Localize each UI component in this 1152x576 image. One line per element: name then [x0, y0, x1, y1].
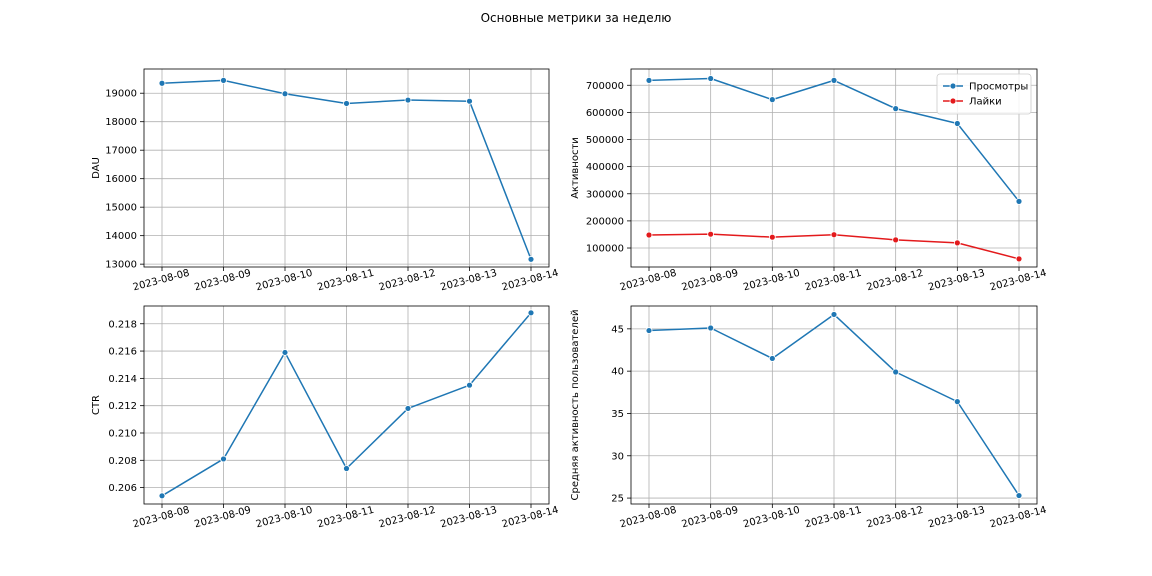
legend-swatch-marker — [949, 97, 957, 105]
data-point — [768, 233, 776, 241]
y-tick-label: 0.216 — [108, 347, 137, 358]
y-tick-label: 600000 — [586, 108, 624, 119]
y-tick-label: 18000 — [105, 117, 137, 128]
legend-box — [936, 73, 1032, 115]
data-point — [768, 355, 776, 362]
y-tick-label: 35 — [611, 409, 624, 420]
y-tick-label: 25 — [611, 494, 624, 505]
y-tick-label: 0.206 — [108, 483, 137, 494]
y-tick-label: 0.218 — [108, 319, 137, 330]
y-tick-label: 16000 — [105, 174, 137, 185]
data-point — [220, 455, 227, 463]
data-point — [830, 76, 838, 84]
y-axis-label: Активности — [570, 137, 581, 199]
legend-label: Просмотры — [969, 82, 1028, 93]
data-point — [404, 405, 412, 412]
data-point — [1015, 197, 1023, 205]
y-tick-label: 13000 — [105, 260, 137, 271]
legend: Просмотры Лайки — [936, 73, 1032, 115]
y-tick-label: 500000 — [586, 135, 624, 146]
y-tick-label: 400000 — [586, 162, 624, 173]
data-point — [645, 231, 653, 239]
y-tick-label: 0.208 — [108, 456, 137, 467]
data-point — [953, 398, 961, 406]
y-tick-label: 45 — [611, 324, 624, 335]
y-axis-label: Средняя активность пользователей — [570, 309, 581, 500]
axes-frame — [630, 305, 1038, 505]
axes-frame — [630, 68, 1038, 268]
y-tick-label: 30 — [611, 451, 624, 462]
y-axis-label: CTR — [91, 395, 102, 415]
data-point — [645, 76, 653, 84]
data-point — [1015, 492, 1023, 499]
data-point — [281, 90, 289, 98]
data-point — [892, 236, 900, 244]
data-point — [220, 76, 227, 84]
data-point — [343, 100, 350, 107]
data-point — [953, 239, 961, 247]
legend-swatch-marker — [949, 82, 957, 90]
data-point — [1015, 255, 1023, 263]
data-point — [527, 255, 535, 263]
data-point — [768, 96, 776, 104]
data-point — [527, 309, 535, 317]
data-point — [707, 230, 715, 238]
figure-suptitle: Основные метрики за неделю — [481, 11, 672, 25]
y-tick-label: 15000 — [105, 203, 137, 214]
y-tick-label: 0.212 — [108, 401, 137, 412]
axes-frame — [143, 68, 550, 268]
data-point — [343, 465, 350, 472]
y-tick-label: 17000 — [105, 146, 137, 157]
y-tick-label: 100000 — [586, 244, 624, 255]
y-tick-label: 0.210 — [108, 428, 137, 439]
data-point — [404, 96, 412, 104]
data-point — [953, 120, 961, 127]
data-point — [466, 97, 473, 105]
y-tick-label: 40 — [611, 367, 624, 378]
data-point — [645, 327, 653, 334]
data-point — [158, 492, 166, 500]
data-point — [281, 349, 289, 356]
chart-activity: 2023-08-08 2023-08-09 2023-08-10 2023-08-11… — [570, 68, 1048, 293]
data-point — [707, 75, 715, 82]
data-point — [830, 231, 838, 239]
y-tick-label: 200000 — [586, 216, 624, 227]
data-point — [707, 324, 715, 332]
data-point — [892, 105, 900, 112]
data-point — [158, 79, 166, 87]
data-point — [830, 311, 838, 318]
data-point — [892, 368, 900, 376]
y-axis-label: DAU — [91, 157, 102, 179]
y-tick-label: 19000 — [105, 89, 137, 100]
y-tick-label: 14000 — [105, 231, 137, 242]
y-tick-label: 700000 — [586, 81, 624, 92]
legend-label: Лайки — [969, 97, 1002, 108]
y-tick-label: 0.214 — [108, 374, 137, 385]
axes-frame — [143, 305, 550, 505]
data-point — [466, 381, 473, 389]
y-tick-label: 300000 — [586, 189, 624, 200]
